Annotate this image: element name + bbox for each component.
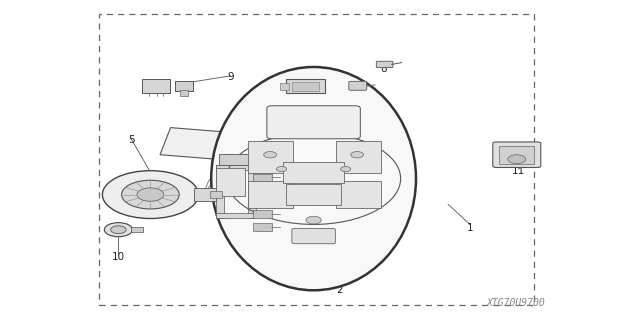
Polygon shape: [160, 128, 230, 160]
FancyBboxPatch shape: [336, 181, 381, 208]
Bar: [99, 14, 534, 305]
Circle shape: [340, 167, 351, 172]
Circle shape: [102, 171, 198, 219]
Text: 1: 1: [467, 223, 474, 233]
FancyBboxPatch shape: [194, 188, 216, 201]
Circle shape: [137, 188, 164, 201]
FancyBboxPatch shape: [180, 90, 188, 96]
FancyBboxPatch shape: [253, 223, 272, 231]
FancyBboxPatch shape: [286, 79, 325, 93]
FancyBboxPatch shape: [336, 141, 381, 173]
FancyBboxPatch shape: [216, 213, 256, 218]
FancyBboxPatch shape: [131, 227, 143, 232]
FancyBboxPatch shape: [253, 199, 272, 207]
FancyBboxPatch shape: [248, 141, 293, 173]
FancyBboxPatch shape: [493, 142, 541, 167]
Text: 4: 4: [355, 84, 362, 94]
FancyBboxPatch shape: [280, 83, 289, 90]
FancyBboxPatch shape: [253, 186, 272, 194]
FancyBboxPatch shape: [216, 168, 245, 196]
Circle shape: [104, 223, 132, 237]
FancyBboxPatch shape: [253, 173, 272, 182]
FancyBboxPatch shape: [216, 165, 224, 218]
FancyBboxPatch shape: [219, 154, 255, 165]
FancyBboxPatch shape: [376, 61, 393, 68]
Text: 2: 2: [336, 285, 342, 295]
FancyBboxPatch shape: [349, 81, 367, 90]
FancyBboxPatch shape: [286, 184, 341, 205]
Text: 12: 12: [512, 154, 525, 165]
Circle shape: [111, 226, 126, 234]
Circle shape: [264, 152, 276, 158]
Circle shape: [508, 155, 526, 164]
FancyBboxPatch shape: [283, 162, 344, 183]
Circle shape: [122, 180, 179, 209]
Text: 7: 7: [272, 242, 278, 252]
FancyBboxPatch shape: [292, 82, 319, 91]
Text: 6: 6: [262, 252, 269, 262]
Text: 5: 5: [128, 135, 134, 145]
Circle shape: [351, 152, 364, 158]
FancyBboxPatch shape: [216, 165, 256, 170]
Text: 9: 9: [227, 71, 234, 82]
FancyBboxPatch shape: [142, 79, 170, 93]
FancyBboxPatch shape: [292, 228, 335, 244]
Circle shape: [306, 216, 321, 224]
Text: 11: 11: [512, 166, 525, 176]
FancyBboxPatch shape: [253, 165, 272, 174]
Ellipse shape: [211, 67, 416, 290]
Circle shape: [276, 167, 287, 172]
FancyBboxPatch shape: [499, 146, 534, 164]
FancyBboxPatch shape: [210, 191, 222, 198]
FancyBboxPatch shape: [248, 165, 256, 218]
Text: XTG70U9700: XTG70U9700: [486, 298, 545, 308]
Text: 3: 3: [310, 84, 317, 94]
FancyBboxPatch shape: [175, 81, 193, 91]
FancyBboxPatch shape: [253, 210, 272, 218]
Text: 8: 8: [381, 63, 387, 74]
FancyBboxPatch shape: [267, 106, 360, 139]
FancyBboxPatch shape: [248, 181, 293, 208]
Text: 10: 10: [112, 252, 125, 262]
